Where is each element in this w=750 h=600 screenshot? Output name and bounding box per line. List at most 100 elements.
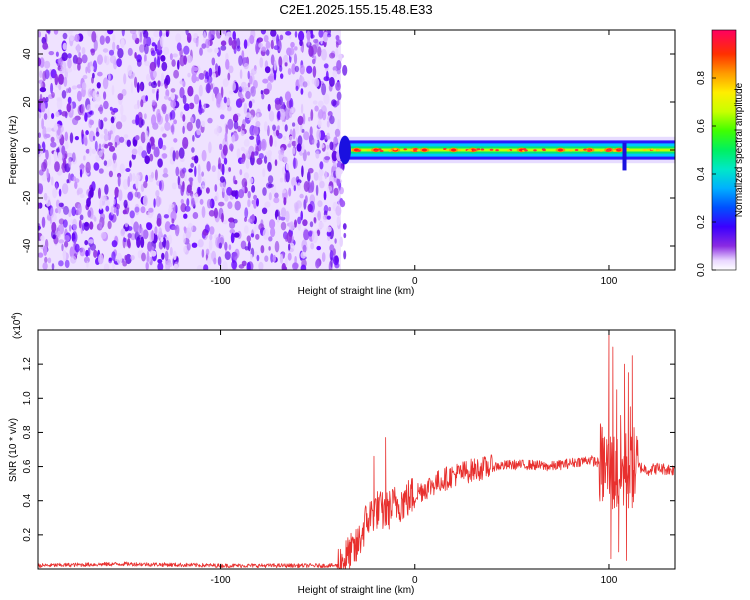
noise-speckle: [102, 48, 109, 53]
noise-speckle: [324, 135, 331, 140]
noise-speckle: [124, 255, 127, 261]
noise-speckle: [233, 120, 239, 130]
noise-speckle: [40, 81, 43, 88]
signal-fleck: [357, 149, 361, 152]
noise-speckle: [300, 264, 307, 270]
noise-speckle: [324, 170, 328, 180]
noise-speckle: [99, 104, 104, 115]
noise-speckle: [241, 178, 248, 188]
noise-speckle: [233, 218, 238, 224]
noise-speckle: [131, 119, 136, 125]
noise-speckle: [216, 124, 220, 137]
noise-speckle: [127, 233, 132, 239]
noise-speckle: [227, 118, 234, 130]
noise-speckle: [140, 227, 144, 240]
noise-speckle: [103, 55, 107, 64]
noise-speckle: [149, 153, 154, 162]
snr-y-tick-label: 0.2: [22, 527, 33, 541]
noise-speckle: [108, 257, 112, 262]
noise-speckle: [41, 172, 48, 182]
noise-speckle: [219, 143, 223, 150]
noise-speckle: [317, 200, 323, 208]
noise-speckle: [203, 103, 206, 110]
noise-speckle: [109, 130, 113, 135]
noise-speckle: [197, 164, 201, 176]
noise-speckle: [232, 113, 239, 123]
noise-speckle: [280, 207, 287, 218]
noise-speckle: [263, 155, 268, 164]
noise-speckle: [199, 47, 203, 56]
noise-speckle: [280, 73, 284, 79]
noise-speckle: [319, 161, 324, 170]
noise-speckle: [102, 77, 109, 90]
noise-speckle: [310, 242, 315, 250]
noise-speckle: [186, 184, 192, 194]
noise-speckle: [298, 30, 305, 42]
noise-speckle: [112, 159, 117, 172]
signal-fleck: [403, 148, 408, 151]
noise-speckle: [220, 45, 227, 51]
noise-speckle: [81, 222, 85, 231]
noise-speckle: [76, 43, 81, 54]
noise-speckle: [153, 30, 160, 38]
spectrogram-y-axis: -40 -20 0 20 40: [22, 48, 675, 253]
noise-speckle: [144, 54, 147, 63]
noise-speckle: [280, 216, 286, 221]
noise-speckle: [318, 109, 324, 119]
noise-speckle: [267, 103, 271, 112]
noise-speckle: [77, 104, 84, 116]
noise-speckle: [98, 187, 101, 199]
noise-speckle: [308, 116, 311, 122]
noise-speckle: [233, 232, 240, 238]
noise-speckle: [178, 184, 182, 190]
colorbar-tick-label: 0.4: [696, 167, 707, 181]
noise-speckle: [173, 263, 179, 270]
noise-speckle: [234, 200, 241, 211]
noise-speckle: [222, 261, 228, 270]
signal-fleck: [647, 148, 651, 151]
signal-fleck: [617, 148, 622, 151]
noise-speckle: [67, 96, 72, 105]
noise-speckle: [270, 54, 275, 66]
noise-speckle: [61, 111, 68, 117]
noise-speckle: [55, 111, 60, 118]
noise-speckle: [231, 260, 238, 270]
noise-speckle: [151, 230, 155, 242]
snr-y-axis: 0.2 0.4 0.6 0.8 1.0 1.2: [22, 357, 675, 542]
noise-speckle: [45, 149, 49, 160]
noise-speckle: [188, 168, 193, 173]
noise-speckle: [151, 171, 154, 179]
noise-speckle: [121, 88, 127, 97]
spectrogram-x-tick-label: -100: [211, 276, 231, 287]
noise-speckle: [115, 121, 123, 130]
snr-y-tick-label: 1.2: [22, 357, 33, 371]
noise-speckle: [136, 236, 141, 248]
noise-speckle: [292, 122, 296, 127]
noise-speckle: [274, 139, 277, 148]
noise-speckle: [188, 177, 194, 183]
noise-speckle: [121, 30, 125, 37]
noise-speckle: [68, 209, 72, 218]
noise-speckle: [311, 231, 318, 244]
noise-speckle: [236, 37, 241, 50]
noise-speckle: [216, 92, 223, 105]
noise-speckle: [84, 240, 89, 246]
noise-speckle: [224, 241, 228, 251]
noise-speckle: [136, 59, 142, 67]
noise-speckle: [161, 61, 168, 72]
noise-speckle: [99, 213, 106, 221]
noise-speckle: [212, 72, 216, 79]
noise-speckle: [191, 67, 199, 72]
noise-speckle: [81, 82, 87, 90]
noise-speckle: [158, 227, 163, 239]
noise-speckle: [160, 126, 164, 132]
noise-speckle: [119, 163, 126, 174]
noise-speckle: [48, 201, 52, 207]
spectrogram-y-tick-label: -20: [22, 190, 33, 205]
noise-speckle: [231, 134, 236, 143]
noise-speckle: [129, 210, 135, 219]
noise-speckle: [144, 60, 151, 67]
noise-speckle: [61, 145, 66, 156]
colorbar: 0.0 0.2 0.4 0.6 0.8 Normalized spectral ampl…: [696, 29, 745, 277]
noise-speckle: [146, 250, 150, 263]
